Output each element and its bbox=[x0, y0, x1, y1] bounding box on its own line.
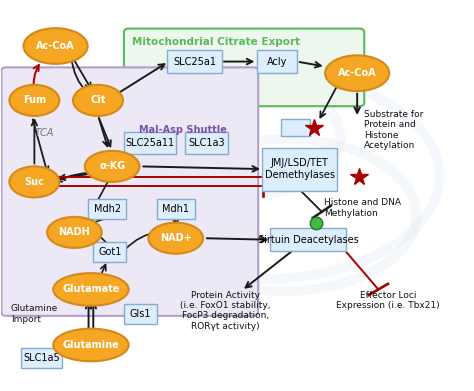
Ellipse shape bbox=[9, 167, 59, 197]
FancyBboxPatch shape bbox=[270, 228, 346, 251]
Text: Substrate for
Protein and
Histone
Acetylation: Substrate for Protein and Histone Acetyl… bbox=[364, 110, 424, 150]
Text: Mitochondrial Citrate Export: Mitochondrial Citrate Export bbox=[132, 37, 300, 47]
FancyBboxPatch shape bbox=[1, 67, 258, 316]
Text: Ac-CoA: Ac-CoA bbox=[338, 68, 376, 78]
Text: Glutamine
Import: Glutamine Import bbox=[11, 304, 58, 324]
FancyBboxPatch shape bbox=[124, 29, 364, 106]
Text: SLC25a1: SLC25a1 bbox=[173, 57, 216, 66]
FancyBboxPatch shape bbox=[262, 148, 337, 191]
FancyBboxPatch shape bbox=[93, 242, 127, 262]
Text: Gls1: Gls1 bbox=[130, 309, 151, 319]
Text: Ac-CoA: Ac-CoA bbox=[36, 41, 75, 51]
Text: Mal-Asp Shuttle: Mal-Asp Shuttle bbox=[139, 124, 227, 135]
Text: JMJ/LSD/TET
Demethylases: JMJ/LSD/TET Demethylases bbox=[264, 158, 335, 180]
Ellipse shape bbox=[148, 223, 203, 254]
Ellipse shape bbox=[53, 329, 128, 361]
Text: Mdh2: Mdh2 bbox=[94, 204, 121, 214]
Text: SLC25a11: SLC25a11 bbox=[125, 138, 174, 148]
Text: Cit: Cit bbox=[91, 95, 106, 106]
FancyBboxPatch shape bbox=[124, 132, 176, 154]
Text: Effector Loci
Expression (i.e. Tbx21): Effector Loci Expression (i.e. Tbx21) bbox=[336, 291, 439, 310]
Ellipse shape bbox=[325, 56, 389, 91]
FancyBboxPatch shape bbox=[281, 119, 310, 136]
Text: Histone and DNA
Methylation: Histone and DNA Methylation bbox=[324, 198, 401, 218]
FancyBboxPatch shape bbox=[156, 199, 195, 219]
Text: α-KG: α-KG bbox=[99, 161, 125, 171]
Text: Glutamate: Glutamate bbox=[62, 284, 119, 294]
Text: Suc: Suc bbox=[25, 177, 44, 187]
Ellipse shape bbox=[53, 273, 128, 306]
Ellipse shape bbox=[85, 151, 139, 182]
Text: Mdh1: Mdh1 bbox=[162, 204, 189, 214]
Text: Protein Activity
(i.e. FoxO1 stability,
FocP3 degradation,
RORγt activity): Protein Activity (i.e. FoxO1 stability, … bbox=[180, 291, 271, 331]
FancyBboxPatch shape bbox=[124, 304, 157, 324]
Text: TCA: TCA bbox=[34, 128, 54, 138]
Text: Sirtuin Deacetylases: Sirtuin Deacetylases bbox=[258, 235, 358, 245]
Ellipse shape bbox=[73, 85, 123, 116]
FancyBboxPatch shape bbox=[88, 199, 127, 219]
Text: NAD+: NAD+ bbox=[160, 233, 191, 243]
Text: Glutamine: Glutamine bbox=[63, 340, 119, 350]
Text: SLC1a3: SLC1a3 bbox=[188, 138, 225, 148]
Text: SLC1a5: SLC1a5 bbox=[23, 353, 60, 363]
FancyBboxPatch shape bbox=[185, 132, 228, 154]
FancyBboxPatch shape bbox=[257, 50, 297, 73]
Ellipse shape bbox=[9, 85, 59, 116]
Text: Got1: Got1 bbox=[98, 247, 121, 257]
FancyBboxPatch shape bbox=[167, 50, 222, 73]
Ellipse shape bbox=[47, 217, 102, 248]
Text: NADH: NADH bbox=[59, 228, 91, 237]
Text: Fum: Fum bbox=[23, 95, 46, 106]
FancyBboxPatch shape bbox=[21, 348, 62, 368]
Ellipse shape bbox=[24, 28, 88, 64]
Text: Acly: Acly bbox=[267, 57, 287, 66]
